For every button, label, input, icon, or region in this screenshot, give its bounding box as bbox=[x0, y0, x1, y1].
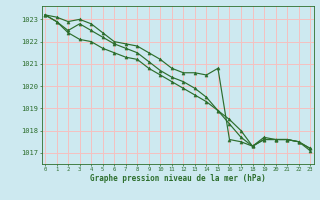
X-axis label: Graphe pression niveau de la mer (hPa): Graphe pression niveau de la mer (hPa) bbox=[90, 174, 266, 183]
